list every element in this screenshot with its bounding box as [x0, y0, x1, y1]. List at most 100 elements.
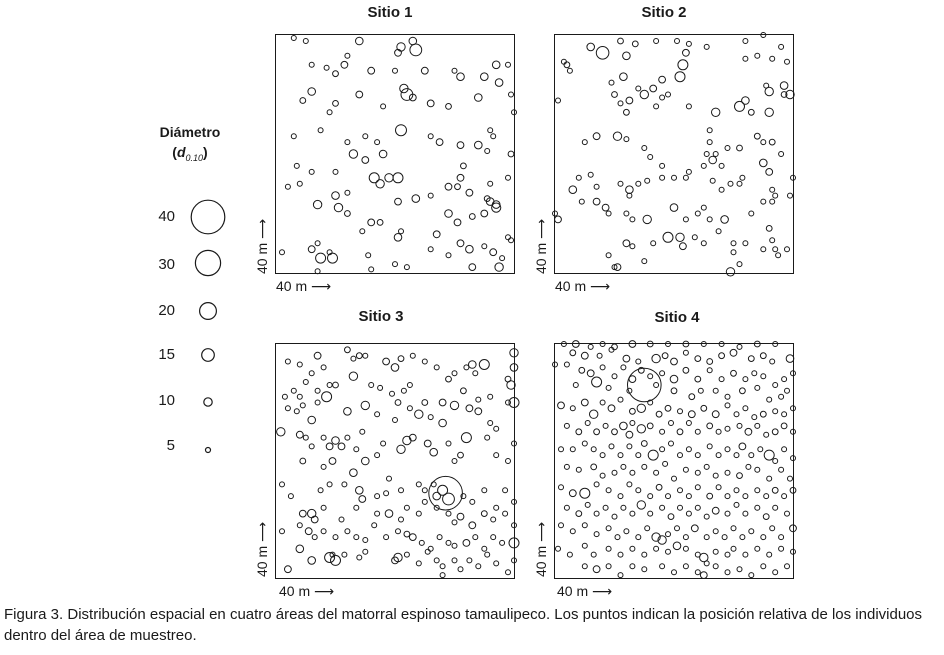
legend-circle-30: [194, 249, 222, 277]
individual-point: [360, 400, 371, 411]
individual-point: [647, 373, 654, 380]
individual-point: [691, 234, 698, 241]
right-arrow-icon: ⟶: [590, 278, 611, 294]
individual-point: [724, 446, 731, 453]
individual-point: [771, 428, 779, 436]
individual-point: [308, 370, 315, 377]
individual-point: [484, 551, 491, 558]
individual-point: [620, 364, 627, 371]
individual-point: [637, 366, 645, 374]
individual-point: [685, 446, 692, 453]
individual-point: [480, 510, 488, 518]
individual-point: [505, 458, 511, 464]
individual-point: [715, 228, 722, 235]
individual-point: [715, 484, 722, 491]
individual-point: [700, 404, 708, 412]
individual-point: [760, 373, 767, 380]
individual-point: [730, 240, 737, 247]
legend-symbol-sub: 0.10: [185, 152, 204, 163]
individual-point: [367, 66, 376, 75]
individual-point: [409, 43, 423, 57]
individual-point: [468, 521, 477, 530]
individual-point: [398, 516, 404, 523]
individual-point: [599, 341, 606, 347]
individual-point: [589, 409, 599, 419]
individual-point: [670, 357, 678, 366]
individual-point: [596, 352, 603, 359]
individual-point: [642, 214, 652, 225]
individual-point: [483, 195, 491, 203]
individual-point: [358, 495, 367, 503]
up-arrow-icon: ⟶: [533, 218, 549, 239]
individual-point: [299, 97, 307, 104]
scatter-svg: [279, 35, 517, 275]
individual-point: [623, 108, 630, 116]
individual-point: [703, 463, 710, 470]
individual-point: [499, 255, 506, 262]
individual-point: [350, 355, 357, 362]
individual-point: [480, 209, 489, 218]
legend-label-15: 15: [158, 346, 175, 363]
individual-point: [629, 510, 636, 517]
individual-point: [763, 431, 770, 438]
individual-point: [650, 240, 657, 247]
individual-point: [753, 132, 761, 140]
individual-point: [563, 504, 570, 511]
individual-point: [445, 375, 452, 383]
individual-point: [313, 351, 322, 360]
individual-point: [472, 534, 479, 541]
individual-point: [655, 483, 663, 491]
individual-point: [481, 243, 488, 250]
individual-point: [340, 60, 349, 69]
individual-point: [475, 563, 482, 570]
individual-point: [724, 402, 731, 409]
individual-point: [694, 375, 702, 383]
individual-point: [395, 528, 401, 535]
individual-point: [566, 551, 573, 558]
individual-point: [772, 192, 779, 199]
up-arrow-icon: ⟶: [533, 521, 549, 542]
individual-point: [563, 361, 570, 368]
individual-point: [718, 186, 725, 193]
individual-point: [781, 446, 788, 453]
individual-point: [790, 174, 796, 181]
individual-point: [685, 40, 692, 47]
individual-point: [700, 240, 707, 247]
individual-point: [599, 452, 606, 459]
individual-point: [593, 531, 600, 538]
individual-point: [587, 343, 594, 350]
individual-point: [729, 348, 738, 357]
individual-point: [581, 139, 588, 146]
individual-point: [326, 109, 333, 116]
individual-point: [674, 71, 686, 83]
individual-point: [344, 139, 351, 146]
individual-point: [744, 427, 753, 436]
individual-point: [733, 411, 740, 418]
individual-point: [320, 463, 327, 470]
individual-point: [602, 422, 609, 429]
individual-point: [451, 67, 458, 74]
individual-point: [736, 261, 743, 268]
legend-title: Diámetro (d0.10): [159, 124, 221, 163]
individual-point: [391, 556, 399, 565]
legend-label-5: 5: [166, 437, 175, 454]
individual-point: [284, 183, 291, 190]
individual-point: [276, 427, 286, 437]
individual-point: [599, 472, 606, 479]
individual-point: [575, 510, 583, 518]
individual-point: [715, 428, 722, 435]
individual-point: [694, 484, 701, 491]
individual-point: [348, 149, 359, 159]
individual-point: [472, 370, 479, 377]
legend-label-40: 40: [158, 208, 175, 225]
individual-point: [659, 563, 666, 570]
individual-point: [629, 407, 636, 415]
individual-point: [508, 537, 520, 549]
individual-point: [374, 493, 381, 500]
individual-point: [659, 174, 666, 181]
individual-point: [700, 341, 707, 347]
individual-point: [323, 64, 330, 71]
individual-point: [421, 487, 428, 494]
individual-point: [320, 364, 327, 371]
individual-point: [361, 156, 370, 164]
